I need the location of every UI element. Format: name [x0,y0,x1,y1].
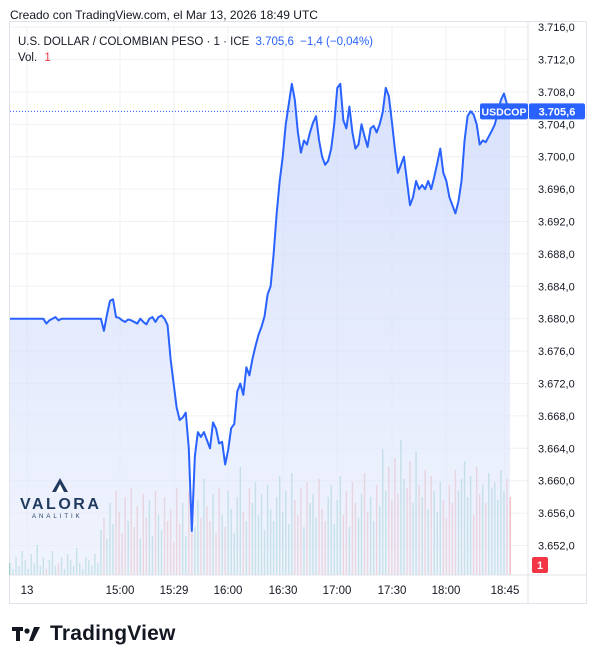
legend: U.S. DOLLAR / COLOMBIAN PESO · 1 · ICE 3… [18,34,373,66]
y-tick-label: 3.708,0 [538,87,575,99]
ticker-tag-label: USDCOP [482,106,527,118]
volume-badge [532,557,548,573]
x-tick-label: 15:29 [160,585,189,597]
x-tick-label: 17:00 [323,585,352,597]
y-tick-label: 3.676,0 [538,346,575,358]
price-area [10,82,528,576]
y-tick-label: 3.704,0 [538,119,575,131]
chart-caption: Creado con TradingView.com, el Mar 13, 2… [10,8,318,22]
volume-label[interactable]: Vol. [18,52,38,64]
watermark-sub: ANALITIK [32,514,83,520]
price-change: −1,4 (−0,04%) [300,36,374,48]
y-tick-label: 3.688,0 [538,249,575,261]
last-price: 3.705,6 [255,36,294,48]
y-tick-label: 3.680,0 [538,314,575,326]
last-price-tag [529,103,585,120]
y-tick-label: 3.696,0 [538,184,575,196]
tradingview-brand[interactable]: TradingView [50,622,176,645]
y-tick-label: 3.660,0 [538,476,575,488]
y-tick-label: 3.692,0 [538,217,575,229]
symbol-description[interactable]: U.S. DOLLAR / COLOMBIAN PESO · 1 · ICE [18,36,250,48]
y-tick-label: 3.700,0 [538,152,575,164]
x-tick-label: 15:00 [106,585,135,597]
y-tick-label: 3.672,0 [538,379,575,391]
tradingview-logo-icon [12,627,40,641]
x-tick-label: 18:00 [432,585,461,597]
price-line [10,82,511,532]
y-tick-label: 3.684,0 [538,281,575,293]
x-tick-label: 18:45 [491,585,520,597]
chart-frame[interactable] [9,21,587,604]
last-price-tag-label: 3.705,6 [539,106,576,118]
y-tick-label: 3.668,0 [538,411,575,423]
x-tick-label: 13 [21,585,34,597]
footer: TradingView [12,622,176,646]
y-tick-label: 3.716,0 [538,22,575,34]
x-tick-label: 16:30 [269,585,298,597]
y-tick-label: 3.712,0 [538,55,575,67]
x-tick-label: 17:30 [378,585,407,597]
volume-badge-label: 1 [537,560,543,572]
valora-watermark: VALORA ANALITIK [20,478,102,520]
volume-value: 1 [44,52,51,64]
valora-logo-icon [52,478,68,492]
y-tick-label: 3.656,0 [538,508,575,520]
y-tick-label: 3.664,0 [538,443,575,455]
axes: 3.652,0 3.656,0 3.660,0 3.664,0 3.668,0 3.672… [10,22,587,604]
x-tick-label: 16:00 [214,585,243,597]
watermark-name: VALORA [20,496,102,513]
price-labels: USDCOP 3.705,6 1 [480,103,585,573]
y-tick-label: 3.652,0 [538,541,575,553]
price-area-fill [10,83,510,576]
ticker-tag [480,103,528,120]
